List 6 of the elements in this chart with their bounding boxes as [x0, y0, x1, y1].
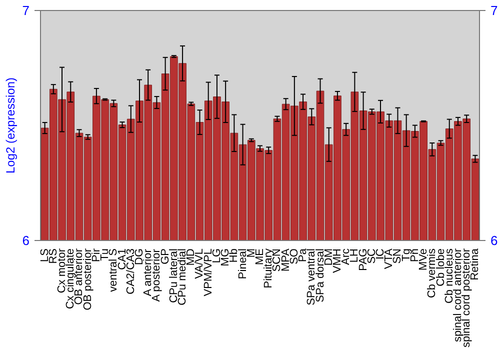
- x-tick-label: RS: [47, 248, 60, 264]
- x-tick-label: Tg: [400, 248, 412, 262]
- y-axis-title: Log2 (expression): [3, 77, 18, 174]
- y2-tick-label: 7: [490, 3, 498, 18]
- x-tick-label: OB posterior: [82, 248, 94, 310]
- y2-tick-label: 6: [490, 233, 498, 248]
